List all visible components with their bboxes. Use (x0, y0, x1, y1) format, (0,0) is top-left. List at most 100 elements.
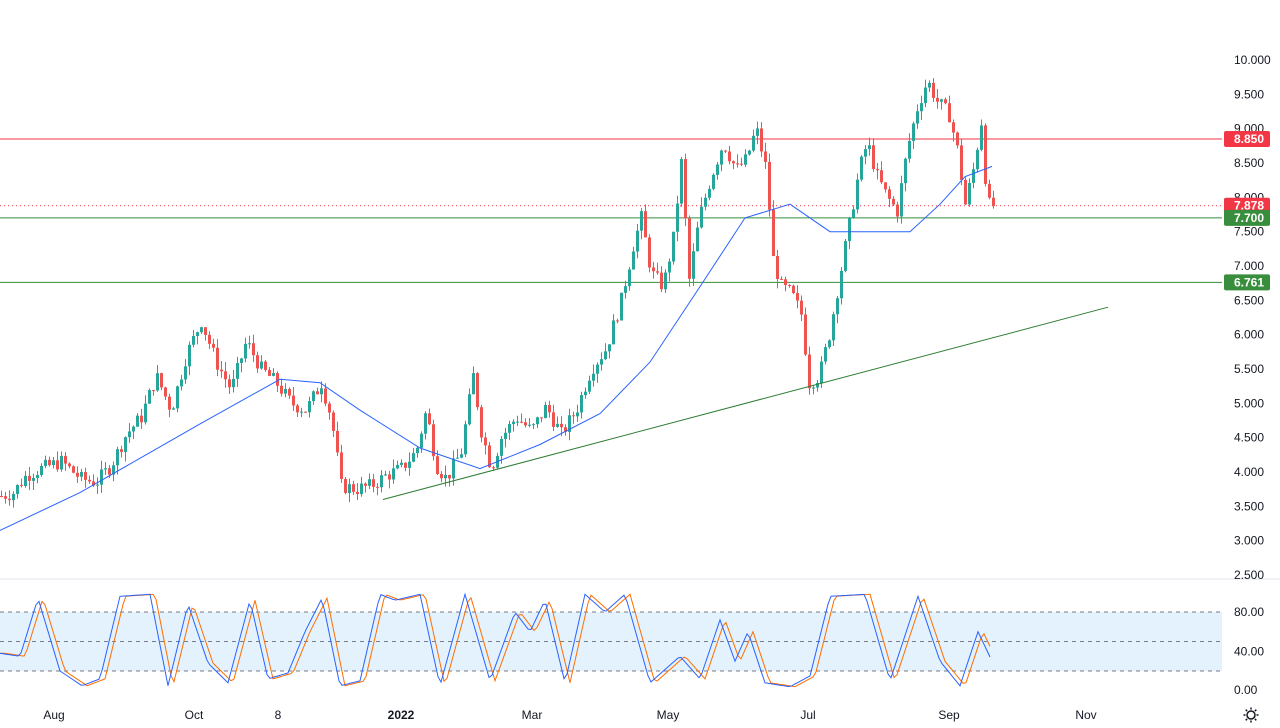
candle-body (720, 150, 723, 165)
candle-body (724, 150, 727, 152)
gear-icon-tooth[interactable] (1245, 709, 1248, 712)
gear-icon[interactable] (1243, 707, 1259, 723)
candle-body (88, 479, 91, 482)
candle-body (512, 421, 515, 425)
candle-body (444, 474, 447, 479)
candle-body (888, 189, 891, 199)
price-tick-label: 7.000 (1234, 259, 1264, 273)
price-tick-label: 4.000 (1234, 465, 1264, 479)
candle-body (44, 459, 47, 466)
candle-body (828, 340, 831, 348)
candle-body (604, 351, 607, 360)
time-tick-label: 8 (275, 708, 282, 722)
gear-icon-tooth[interactable] (1254, 709, 1257, 712)
candle-body (32, 477, 35, 481)
candle-body (480, 407, 483, 438)
candle-body (12, 493, 15, 501)
price-tick-label: 6.000 (1234, 328, 1264, 342)
candles (0, 78, 995, 508)
stochastic-axis[interactable]: 80.00 40.00 0.00 (1234, 605, 1264, 697)
price-badge-label: 7.700 (1234, 211, 1264, 225)
candle-body (824, 347, 827, 362)
candle-body (952, 122, 955, 133)
candle-body (780, 278, 783, 280)
time-tick-label: 2022 (388, 708, 415, 722)
candle-body (112, 465, 115, 475)
candle-body (320, 388, 323, 395)
stochastic-k-line (0, 592, 991, 688)
candle-body (332, 412, 335, 431)
candle-body (488, 445, 491, 468)
candle-body (988, 183, 991, 198)
ascending-trendline[interactable] (382, 306, 1109, 500)
candle-body (788, 285, 791, 287)
candle-body (408, 461, 411, 468)
candle-body (108, 468, 111, 475)
candle-body (584, 391, 587, 396)
candle-body (552, 412, 555, 427)
price-badge-bg (1224, 274, 1270, 291)
candle-body (608, 344, 611, 352)
candle-body (920, 103, 923, 112)
stochastic-d-line (0, 593, 991, 688)
candle-body (760, 128, 763, 152)
candle-body (124, 437, 127, 452)
candle-body (968, 183, 971, 205)
stochastic-tick-label: 40.00 (1234, 644, 1264, 658)
candle-body (232, 378, 235, 388)
candle-body (64, 455, 67, 464)
gear-icon-tooth[interactable] (1245, 718, 1248, 721)
candle-body (664, 272, 667, 290)
candle-body (856, 179, 859, 210)
gear-icon-hub[interactable] (1246, 710, 1256, 720)
candle-body (884, 182, 887, 190)
candle-body (540, 417, 543, 419)
candle-body (248, 343, 251, 345)
price-tick-label: 10.000 (1234, 53, 1271, 67)
candle-body (92, 481, 95, 486)
candle-body (312, 391, 315, 402)
price-badge-label: 6.761 (1234, 275, 1264, 289)
candle-body (580, 395, 583, 413)
candle-body (908, 140, 911, 159)
candle-body (936, 97, 939, 102)
candle-body (356, 491, 359, 495)
candle-body (8, 498, 11, 501)
time-axis[interactable]: Aug Oct 8 2022 Mar May Jul Sep Nov (43, 708, 1096, 722)
candle-body (648, 237, 651, 268)
candle-body (192, 335, 195, 345)
candle-body (852, 209, 855, 218)
candle-body (732, 161, 735, 164)
candle-body (556, 423, 559, 427)
candle-body (716, 164, 719, 175)
candle-body (668, 261, 671, 273)
price-axis[interactable]: 10.0009.5009.0008.5008.0007.5007.0006.50… (1234, 53, 1271, 582)
candle-body (316, 391, 319, 395)
candle-body (456, 457, 459, 459)
candle-body (844, 241, 847, 271)
candle-body (960, 145, 963, 180)
price-pane[interactable] (0, 78, 1222, 531)
candle-body (160, 373, 163, 388)
candle-body (376, 486, 379, 488)
candle-body (276, 373, 279, 386)
price-tick-label: 3.500 (1234, 499, 1264, 513)
candle-body (696, 227, 699, 252)
gear-icon-tooth[interactable] (1254, 718, 1257, 721)
candle-body (48, 459, 51, 466)
candle-body (116, 449, 119, 466)
candle-body (708, 188, 711, 198)
candle-body (616, 320, 619, 322)
candle-body (404, 462, 407, 468)
stochastic-pane[interactable] (0, 592, 1222, 688)
candle-body (308, 401, 311, 413)
candle-body (740, 163, 743, 165)
candle-body (176, 386, 179, 409)
stochastic-tick-label: 0.00 (1234, 683, 1258, 697)
candle-body (756, 128, 759, 136)
candle-body (812, 387, 815, 389)
candle-body (600, 359, 603, 365)
candle-body (644, 211, 647, 238)
candle-body (100, 469, 103, 485)
